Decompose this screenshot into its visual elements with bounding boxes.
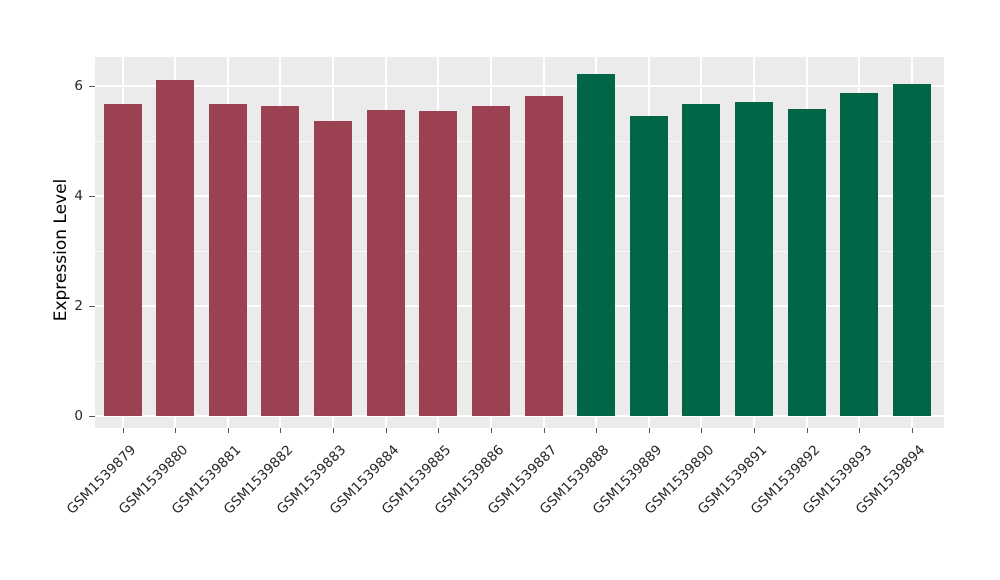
bar-GSM1539890 (682, 104, 721, 416)
bar-GSM1539883 (314, 120, 353, 416)
bar-GSM1539881 (208, 103, 247, 416)
bar-GSM1539885 (419, 110, 458, 416)
bar-GSM1539891 (735, 101, 774, 416)
bar-GSM1539882 (261, 106, 300, 416)
bar-GSM1539886 (471, 106, 510, 416)
major-gridline (95, 85, 944, 88)
y-tick-label: 4 (74, 188, 83, 205)
y-tick-label: 0 (74, 408, 83, 424)
bar-GSM1539879 (103, 103, 142, 416)
x-tick-mark (806, 428, 808, 433)
bar-GSM1539880 (156, 80, 195, 416)
x-tick-mark (596, 428, 598, 433)
y-tick-mark (89, 416, 95, 417)
bar-GSM1539892 (787, 108, 826, 416)
minor-gridline (95, 360, 944, 362)
x-tick-mark (438, 428, 440, 433)
bar-GSM1539888 (577, 74, 616, 416)
minor-gridline (95, 140, 944, 142)
x-tick-mark (490, 428, 492, 433)
y-tick-label: 2 (74, 298, 83, 315)
x-tick-mark (227, 428, 229, 433)
x-tick-mark (122, 428, 124, 433)
bar-GSM1539887 (524, 96, 563, 416)
y-tick-label: 6 (74, 78, 83, 95)
x-tick-mark (648, 428, 650, 433)
major-gridline (95, 305, 944, 308)
bar-GSM1539893 (840, 92, 879, 416)
major-gridline (95, 195, 944, 198)
y-tick-mark (89, 196, 95, 198)
x-tick-mark (543, 428, 545, 433)
plot-panel (95, 57, 944, 428)
x-tick-mark (280, 428, 282, 433)
x-tick-mark (333, 428, 335, 433)
x-tick-mark (754, 428, 756, 433)
x-tick-mark (859, 428, 861, 433)
bar-GSM1539884 (366, 109, 405, 416)
y-tick-mark (89, 306, 95, 308)
x-tick-mark (175, 428, 177, 433)
bar-GSM1539894 (892, 84, 931, 416)
x-tick-mark (701, 428, 703, 433)
bar-GSM1539889 (629, 116, 668, 416)
x-tick-mark (385, 428, 387, 433)
major-gridline (95, 415, 944, 417)
y-tick-mark (89, 86, 95, 88)
x-tick-mark (911, 428, 913, 433)
minor-gridline (95, 250, 944, 252)
